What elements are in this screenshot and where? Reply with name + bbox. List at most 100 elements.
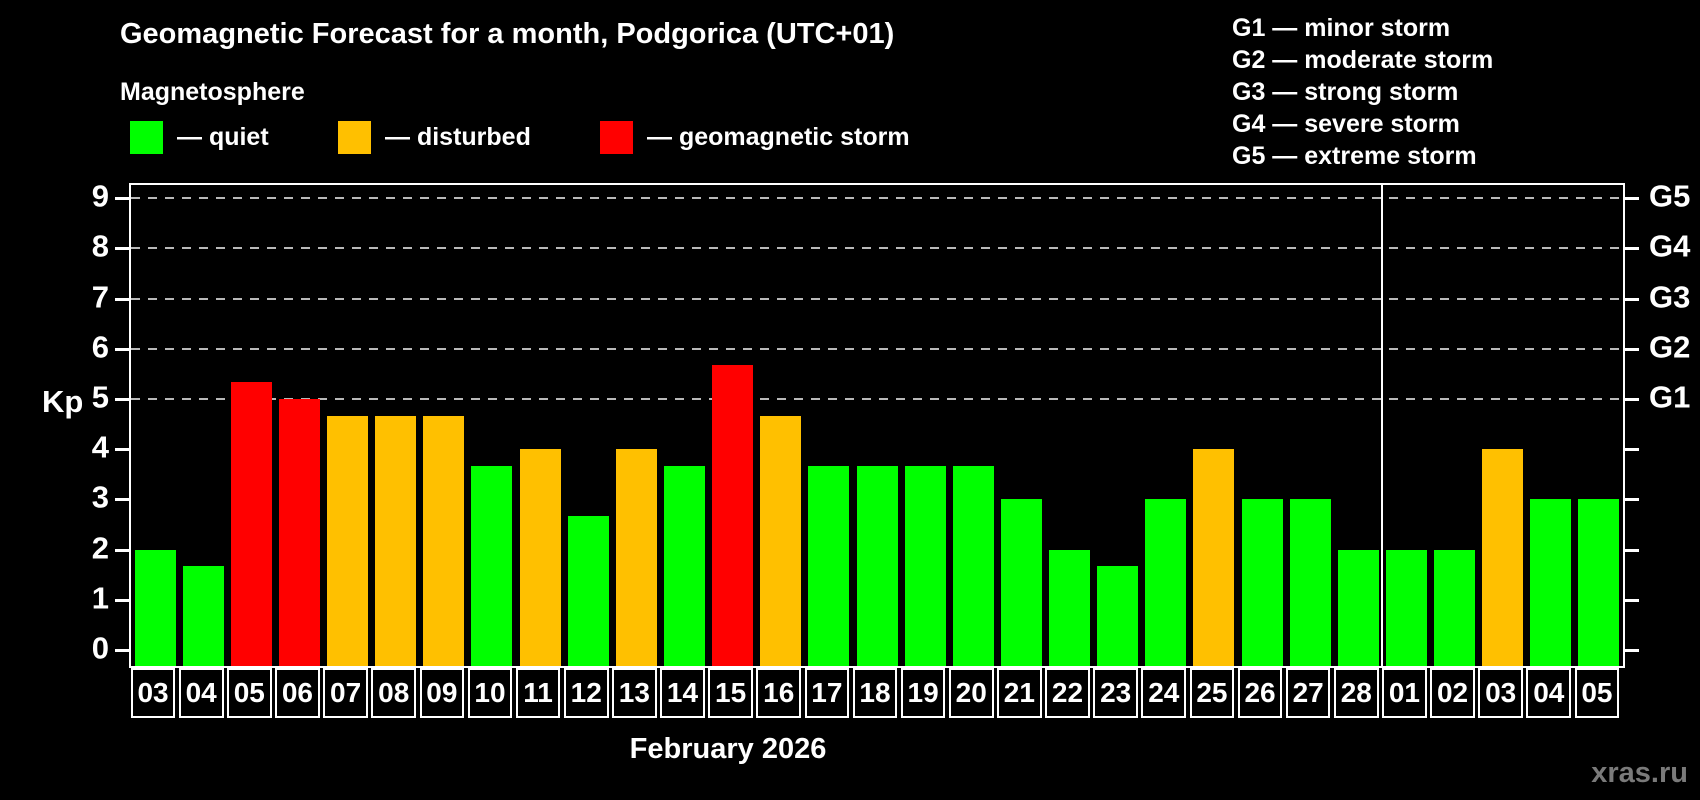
right-tick-kp2 [1624, 548, 1639, 552]
storm-color-swatch [600, 120, 633, 154]
day-label-11: 11 [515, 668, 561, 718]
right-axis-label-g5: G5 [1649, 178, 1691, 214]
watermark: xras.ru [1591, 757, 1688, 789]
kp-bar-day-28 [1337, 549, 1379, 666]
left-tick-kp1 [115, 598, 130, 602]
kp-bar-day-03 [1482, 449, 1524, 666]
left-tick-kp2 [115, 548, 130, 552]
day-label-10: 10 [467, 668, 513, 718]
y-axis-tick-label: 8 [91, 228, 109, 264]
legend-item-storm: — geomagnetic storm [600, 120, 910, 154]
magnetosphere-label: Magnetosphere [120, 78, 305, 106]
y-axis-tick-label: 0 [91, 630, 109, 666]
kp-bar-day-13 [615, 449, 657, 666]
right-axis-label-g2: G2 [1649, 329, 1691, 365]
g3-description: G3 — strong storm [1232, 78, 1459, 106]
kp-bar-day-19 [904, 465, 946, 666]
day-label-16: 16 [756, 668, 802, 718]
legend-item-quiet: — quiet [130, 120, 269, 154]
day-label-20: 20 [948, 668, 994, 718]
kp-bar-day-09 [423, 415, 465, 666]
day-label-02: 02 [1430, 668, 1475, 718]
day-label-09: 09 [419, 668, 465, 718]
day-label-04: 04 [1526, 668, 1572, 718]
kp-bar-day-08 [375, 415, 417, 666]
g-scale-legend: G1 — minor storm G2 — moderate storm G3 … [1232, 12, 1493, 172]
day-label-26: 26 [1237, 668, 1283, 718]
legend-label-storm: — geomagnetic storm [647, 122, 910, 151]
kp-bar-day-15 [712, 365, 754, 666]
legend-item-disturbed: — disturbed [338, 120, 531, 154]
right-axis-label-g1: G1 [1649, 379, 1691, 415]
legend-label-disturbed: — disturbed [385, 122, 531, 151]
day-label-21: 21 [997, 668, 1042, 718]
kp-bar-day-20 [952, 465, 994, 666]
page-title: Geomagnetic Forecast for a month, Podgor… [120, 18, 895, 50]
right-tick-kp3 [1624, 498, 1639, 502]
kp-bar-day-24 [1145, 499, 1187, 666]
left-tick-kp5 [115, 398, 130, 401]
y-axis-tick-label: 6 [91, 329, 109, 365]
right-tick-kp5 [1624, 398, 1639, 401]
gridline-kp6 [131, 347, 1623, 350]
x-axis-month-label: February 2026 [629, 733, 827, 765]
y-axis-tick-label: 7 [91, 279, 109, 315]
day-label-03: 03 [130, 668, 176, 718]
kp-bar-day-23 [1097, 566, 1139, 666]
day-label-24: 24 [1141, 668, 1187, 718]
right-tick-kp0 [1624, 649, 1639, 652]
kp-bar-day-25 [1193, 449, 1235, 666]
gridline-kp8 [131, 247, 1623, 250]
kp-bar-day-01 [1385, 549, 1427, 666]
kp-bar-day-05 [1578, 499, 1620, 666]
right-axis-label-g3: G3 [1649, 279, 1691, 315]
gridline-kp5 [131, 398, 1623, 400]
kp-bar-day-12 [567, 515, 609, 666]
kp-bar-day-03 [134, 549, 176, 666]
y-axis-title: Kp [42, 384, 84, 419]
plot-area: 0 1 2 3 4 5 6 7 8 9 G1 G2 G3 G4 G5 [92, 179, 1690, 668]
right-axis-label-g4: G4 [1649, 228, 1691, 264]
left-tick-kp4 [115, 448, 130, 452]
right-tick-kp8 [1624, 247, 1639, 251]
kp-bar-day-05 [230, 382, 272, 666]
day-label-07: 07 [323, 668, 368, 718]
day-label-17: 17 [804, 668, 850, 718]
day-label-25: 25 [1189, 668, 1235, 718]
kp-bar-day-22 [1049, 549, 1091, 666]
right-tick-kp4 [1624, 448, 1639, 452]
y-axis-tick-label: 3 [91, 479, 109, 515]
day-label-03: 03 [1478, 668, 1523, 718]
right-tick-kp6 [1624, 347, 1639, 351]
day-label-13: 13 [612, 668, 657, 718]
gridline-kp7 [131, 297, 1623, 300]
legend-label-quiet: — quiet [177, 122, 269, 151]
kp-bar-day-14 [663, 465, 705, 666]
kp-bar-day-26 [1241, 499, 1283, 666]
right-tick-kp7 [1624, 297, 1639, 301]
left-tick-kp7 [115, 297, 130, 301]
y-axis-tick-label: 2 [91, 530, 109, 566]
day-label-23: 23 [1093, 668, 1138, 718]
day-label-28: 28 [1333, 668, 1379, 718]
kp-bar-day-04 [1530, 499, 1572, 666]
kp-bar-day-18 [856, 465, 898, 666]
day-label-12: 12 [563, 668, 609, 718]
y-axis-tick-label: 1 [91, 580, 109, 616]
day-label-18: 18 [852, 668, 898, 718]
x-axis-day-labels: 03 04 05 06 07 08 09 10 11 12 13 14 15 16 17 18 19 20 21 22… [129, 668, 1625, 718]
kp-bar-day-11 [519, 449, 561, 666]
g2-description: G2 — moderate storm [1232, 46, 1494, 74]
y-axis-tick-label: 9 [91, 178, 109, 214]
left-tick-kp0 [115, 649, 130, 652]
g4-description: G4 — severe storm [1232, 110, 1460, 138]
kp-bar-day-10 [471, 465, 513, 666]
disturbed-color-swatch [338, 120, 371, 154]
g1-description: G1 — minor storm [1232, 14, 1451, 42]
kp-bar-day-07 [327, 415, 369, 666]
month-separator-line [1381, 185, 1384, 666]
gridline-kp9 [131, 197, 1623, 200]
kp-bar-day-17 [808, 465, 850, 666]
left-tick-kp8 [115, 247, 130, 251]
day-label-19: 19 [900, 668, 946, 718]
